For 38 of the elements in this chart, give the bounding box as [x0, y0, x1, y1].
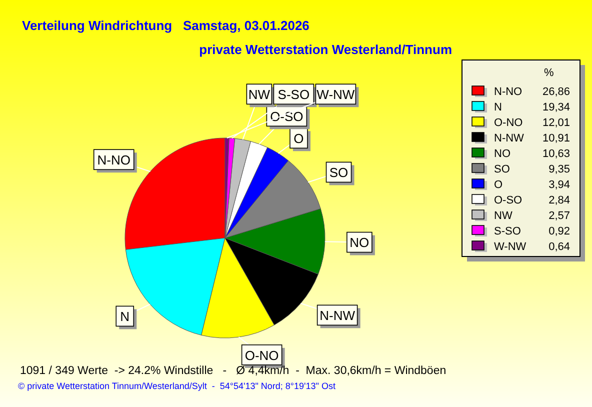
slice-label: S-SO — [278, 87, 310, 102]
legend-label: NW — [494, 210, 513, 222]
data-label: 19,34 — [542, 102, 570, 114]
legend-label: NO — [494, 148, 511, 160]
data-label: 0,64 — [548, 241, 570, 253]
data-label: 3,94 — [548, 179, 570, 191]
legend-label: SO — [494, 164, 510, 176]
data-label: 10,63 — [542, 148, 570, 160]
slice-label: N-NW — [320, 308, 356, 324]
legend-label: N-NO — [494, 86, 523, 98]
data-label: 12,01 — [542, 117, 570, 129]
legend-label: O-NO — [494, 117, 524, 129]
legend-label: O-SO — [494, 194, 523, 206]
chart-subtitle: private Wetterstation Westerland/Tinnum — [199, 42, 452, 57]
legend-label: N — [494, 102, 502, 114]
legend-label: O — [494, 179, 503, 191]
legend-label: S-SO — [494, 226, 522, 238]
slice-label: N — [120, 309, 130, 324]
data-label: 10,91 — [542, 132, 570, 144]
legend-label: N-NW — [494, 132, 525, 144]
legend-title: % — [544, 67, 554, 79]
slice-label: O — [294, 131, 304, 146]
data-label: 2,84 — [548, 194, 570, 206]
data-label: 0,92 — [548, 226, 570, 238]
data-label: 9,35 — [548, 164, 570, 176]
slice-label: NO — [350, 235, 370, 250]
text: 1091 / 349 Werte -> 24.2% Windstille - Ø 4,4km/h - Max. 30,6km/h = Windböen — [20, 365, 446, 377]
slice-label: NW — [248, 87, 271, 102]
slice-label: O-SO — [270, 109, 304, 124]
data-label: 2,57 — [548, 210, 570, 222]
slice-label: N-NO — [97, 152, 130, 168]
slice-label: W-NW — [316, 87, 356, 102]
slice-label: SO — [329, 165, 348, 180]
data-label: 26,86 — [542, 86, 570, 98]
slice-label: O-NO — [244, 348, 279, 363]
text: © private Wetterstation Tinnum/Westerland/Sylt - 54°54'13" Nord; 8°19'13" Ost — [18, 381, 336, 391]
legend-label: W-NW — [494, 241, 527, 253]
chart-title: Verteilung Windrichtung Samstag, 03.01.2026 — [22, 18, 310, 33]
